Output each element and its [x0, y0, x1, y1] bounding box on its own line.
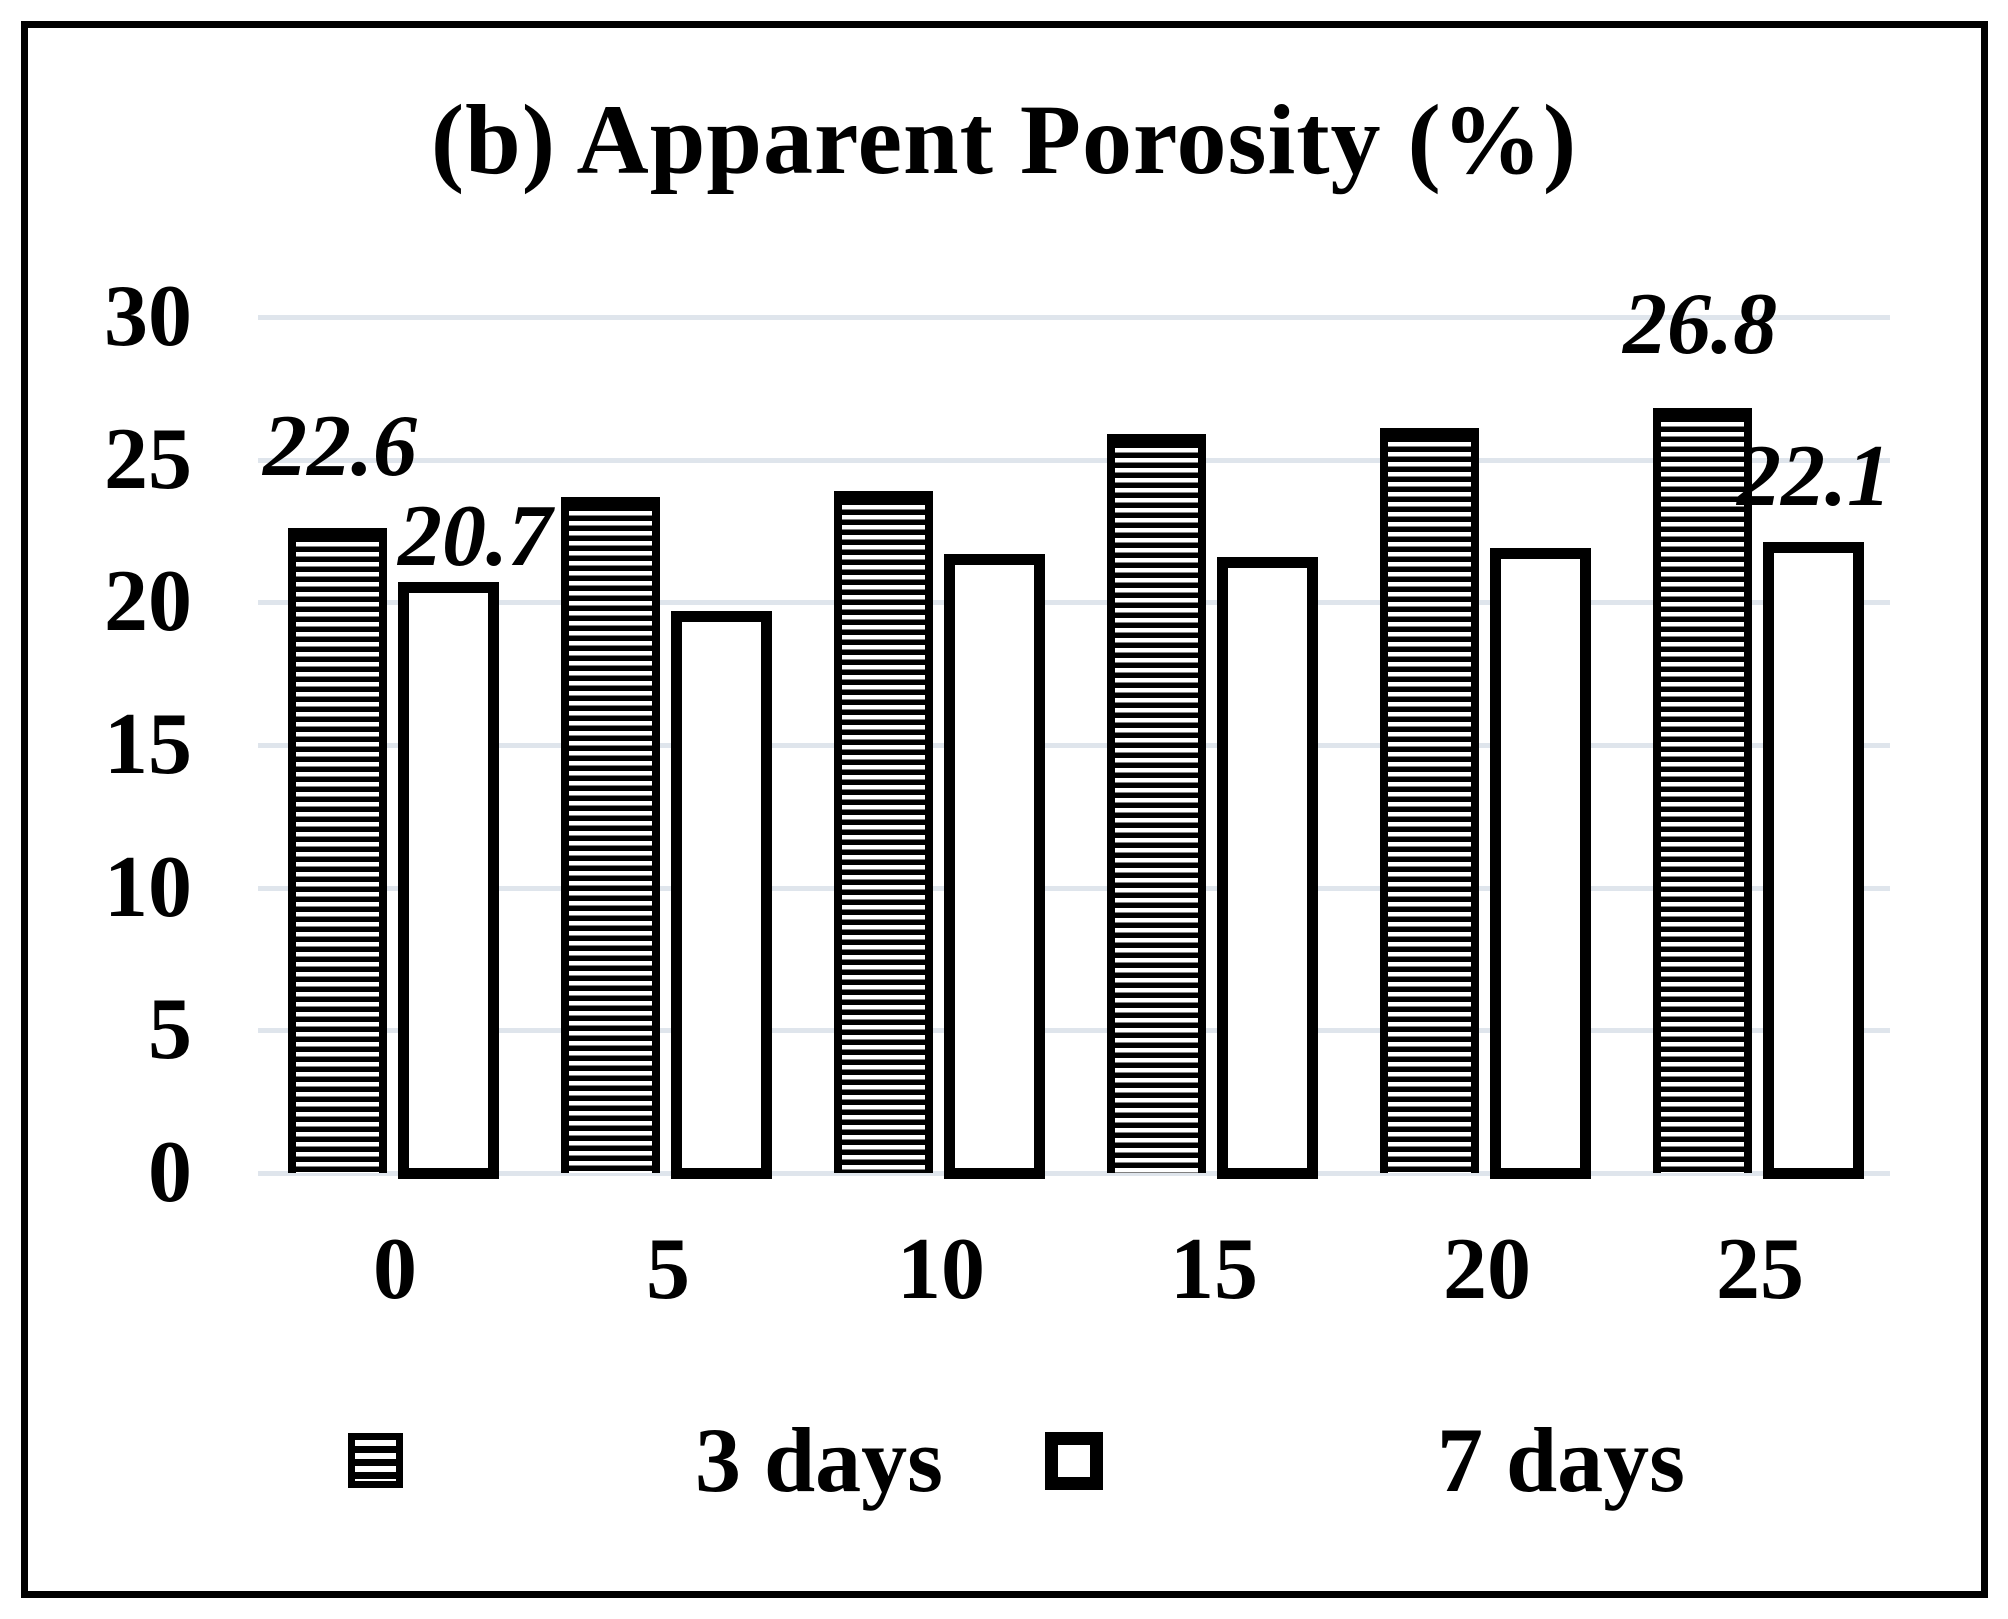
y-axis-tick-25: 25	[104, 410, 192, 508]
data-label-3-days-x0: 22.6	[263, 398, 417, 495]
gridline-y-10	[258, 885, 1890, 891]
data-label-7-days-x25: 22.1	[1737, 428, 1891, 525]
data-label-7-days-x0: 20.7	[398, 488, 552, 585]
bar-3-days-x10	[834, 491, 933, 1173]
bar-7-days-x10	[944, 553, 1045, 1179]
bar-3-days-x25	[1653, 408, 1752, 1173]
gridline-y-20	[258, 600, 1890, 606]
x-axis-tick-10: 10	[897, 1221, 985, 1318]
bar-3-days-x0	[288, 528, 387, 1173]
x-axis-tick-25: 25	[1716, 1221, 1804, 1318]
y-axis-tick-15: 15	[104, 696, 192, 793]
bar-7-days-x20	[1490, 548, 1591, 1179]
chart-title: (b) Apparent Porosity (%)	[430, 84, 1578, 195]
bar-7-days-x0	[398, 582, 499, 1179]
bar-7-days-x15	[1217, 556, 1318, 1179]
bar-3-days-x15	[1107, 433, 1206, 1173]
x-axis-tick-20: 20	[1443, 1221, 1531, 1318]
bar-7-days-x25	[1763, 542, 1864, 1179]
bar-3-days-x5	[561, 496, 660, 1173]
data-label-3-days-x25: 26.8	[1623, 276, 1777, 373]
y-axis-tick-30: 30	[104, 268, 192, 365]
y-axis-tick-20: 20	[104, 553, 192, 651]
legend-swatch-3-days	[348, 1433, 403, 1488]
x-axis-tick-15: 15	[1170, 1221, 1258, 1318]
gridline-y-15	[258, 743, 1890, 748]
x-axis-tick-0: 0	[373, 1221, 417, 1318]
legend-label-3-days: 3 days	[695, 1409, 943, 1511]
legend-swatch-7-days	[1045, 1432, 1103, 1490]
gridline-y-5	[258, 1028, 1890, 1034]
y-axis-tick-0: 0	[148, 1124, 192, 1221]
gridline-y-0	[258, 1171, 1890, 1176]
y-axis-tick-10: 10	[104, 838, 192, 936]
figure-border-frame	[21, 21, 1988, 1598]
bar-3-days-x20	[1380, 428, 1479, 1173]
gridline-y-25	[258, 457, 1890, 463]
x-axis-tick-5: 5	[646, 1221, 690, 1318]
bar-7-days-x5	[671, 610, 772, 1179]
legend-label-7-days: 7 days	[1437, 1409, 1685, 1511]
y-axis-tick-5: 5	[148, 981, 192, 1079]
gridline-y-30	[258, 315, 1890, 320]
